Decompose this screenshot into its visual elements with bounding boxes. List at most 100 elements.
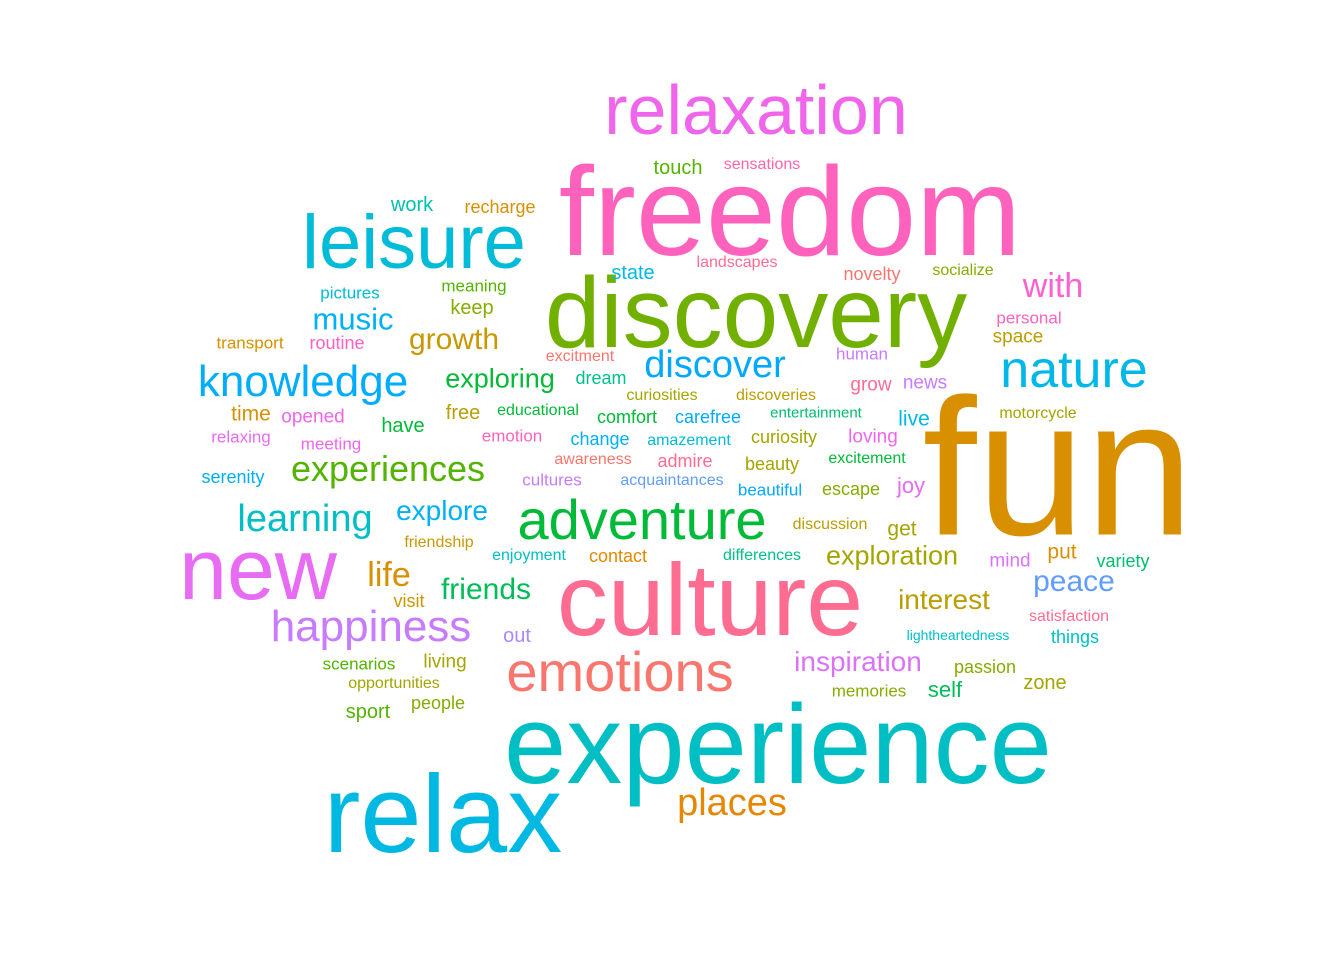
word-with: with xyxy=(1022,267,1084,305)
word-discoveries: discoveries xyxy=(735,387,817,404)
word-change: change xyxy=(570,429,630,449)
word-carefree: carefree xyxy=(674,407,742,427)
word-serenity: serenity xyxy=(201,467,265,487)
word-landscapes: landscapes xyxy=(696,254,778,271)
word-state: state xyxy=(611,262,655,284)
word-personal: personal xyxy=(996,308,1062,328)
word-curiosity: curiosity xyxy=(750,427,818,447)
word-emotion: emotion xyxy=(481,426,543,446)
word-adventure: adventure xyxy=(517,488,767,551)
word-knowledge: knowledge xyxy=(197,357,409,406)
word-experience: experience xyxy=(504,682,1052,807)
word-life: life xyxy=(367,556,411,594)
word-leisure: leisure xyxy=(302,200,526,285)
word-lightheartedness: lightheartedness xyxy=(906,627,1010,643)
word-live: live xyxy=(898,407,930,431)
word-cultures: cultures xyxy=(522,470,582,490)
word-sensations: sensations xyxy=(723,156,801,173)
word-meaning: meaning xyxy=(441,276,507,296)
word-living: living xyxy=(423,651,467,673)
word-zone: zone xyxy=(1023,672,1067,694)
word-satisfaction: satisfaction xyxy=(1028,608,1110,625)
word-exploration: exploration xyxy=(825,540,959,571)
word-discussion: discussion xyxy=(792,516,868,533)
word-explore: explore xyxy=(396,495,488,526)
word-things: things xyxy=(1050,627,1100,647)
word-places: places xyxy=(677,782,787,824)
word-routine: routine xyxy=(309,333,365,353)
word-sport: sport xyxy=(345,701,391,723)
word-comfort: comfort xyxy=(596,407,658,427)
word-beauty: beauty xyxy=(744,454,800,474)
word-novelty: novelty xyxy=(843,264,901,284)
word-variety: variety xyxy=(1096,551,1150,571)
word-friendship: friendship xyxy=(404,534,474,551)
word-nature: nature xyxy=(1000,341,1148,399)
word-touch: touch xyxy=(653,157,703,179)
word-excitment: excitment xyxy=(545,348,615,365)
word-loving: loving xyxy=(848,426,898,448)
word-educational: educational xyxy=(497,402,579,419)
word-passion: passion xyxy=(953,657,1017,677)
word-relaxing: relaxing xyxy=(211,427,271,447)
word-discover: discover xyxy=(644,344,786,386)
word-contact: contact xyxy=(588,546,648,566)
word-keep: keep xyxy=(450,297,494,319)
word-growth: growth xyxy=(408,323,500,356)
word-enjoyment: enjoyment xyxy=(492,547,566,564)
word-interest: interest xyxy=(898,584,990,615)
word-discovery: discovery xyxy=(544,257,968,369)
word-escape: escape xyxy=(821,479,881,499)
word-visit: visit xyxy=(393,591,425,611)
word-freedom: freedom xyxy=(558,141,1022,282)
word-grow: grow xyxy=(850,374,892,396)
word-relaxation: relaxation xyxy=(604,71,908,149)
word-mind: mind xyxy=(989,550,1031,572)
word-space: space xyxy=(992,326,1044,348)
word-work: work xyxy=(390,194,434,216)
word-excitement: excitement xyxy=(828,450,906,467)
word-people: people xyxy=(410,693,466,713)
word-curiosities: curiosities xyxy=(626,387,698,404)
word-have: have xyxy=(381,415,425,437)
word-opportunities: opportunities xyxy=(348,675,440,692)
word-awareness: awareness xyxy=(554,451,632,468)
word-fun: fun xyxy=(922,358,1194,577)
word-human: human xyxy=(836,344,888,364)
word-socialize: socialize xyxy=(932,262,994,279)
word-joy: joy xyxy=(896,473,926,498)
word-differences: differences xyxy=(723,547,801,564)
word-friends: friends xyxy=(440,573,532,606)
word-transport: transport xyxy=(216,333,284,353)
word-dream: dream xyxy=(575,368,627,388)
word-opened: opened xyxy=(281,406,345,428)
word-admire: admire xyxy=(657,451,713,471)
word-happiness: happiness xyxy=(270,602,472,651)
word-culture: culture xyxy=(556,543,864,657)
word-entertainment: entertainment xyxy=(770,404,862,422)
word-peace: peace xyxy=(1033,565,1115,598)
word-acquaintances: acquaintances xyxy=(620,472,724,489)
word-news: news xyxy=(902,372,948,394)
word-exploring: exploring xyxy=(445,363,555,394)
word-inspiration: inspiration xyxy=(794,646,922,677)
word-amazement: amazement xyxy=(647,432,731,449)
word-memories: memories xyxy=(831,681,907,701)
word-recharge: recharge xyxy=(464,197,536,217)
word-learning: learning xyxy=(237,498,373,540)
word-motorcycle: motorcycle xyxy=(999,405,1077,422)
word-self: self xyxy=(927,677,963,702)
word-time: time xyxy=(231,402,271,426)
word-emotions: emotions xyxy=(506,640,734,703)
word-beautiful: beautiful xyxy=(737,480,803,500)
word-music: music xyxy=(312,301,394,337)
word-pictures: pictures xyxy=(320,283,380,303)
word-scenarios: scenarios xyxy=(322,654,396,674)
word-relax: relax xyxy=(323,753,563,876)
word-get: get xyxy=(887,517,917,541)
word-put: put xyxy=(1047,540,1077,564)
word-meeting: meeting xyxy=(300,434,362,454)
word-out: out xyxy=(503,625,531,647)
word-free: free xyxy=(445,402,481,424)
